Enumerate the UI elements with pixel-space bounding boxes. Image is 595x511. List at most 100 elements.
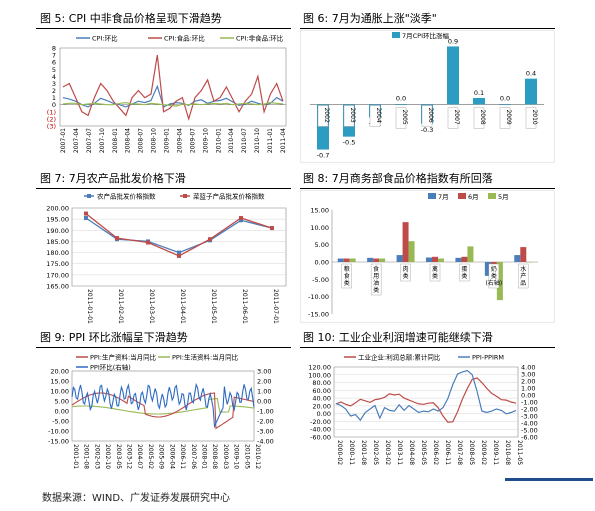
category-box <box>369 105 381 127</box>
title-rule <box>300 347 555 348</box>
x-tick-label: 2001-01 <box>72 444 79 469</box>
x-tick-label: 2008-10 <box>151 128 158 153</box>
bar <box>395 104 407 106</box>
y-tick-label-right: -1.00 <box>521 399 538 407</box>
data-point <box>270 226 274 231</box>
y-tick-label-right: 1.00 <box>521 385 535 393</box>
x-tick-label: 水 <box>520 265 526 273</box>
x-tick-label: 2004 <box>375 107 382 122</box>
x-tick-label: 蛋 <box>461 265 467 273</box>
x-tick-label: 肉 <box>403 265 409 273</box>
figure-6-title: 图 6: 7月为通胀上涨"淡季" <box>303 12 437 25</box>
x-tick-label: 2011-03-01 <box>148 289 155 324</box>
legend-label: CPI:环比 <box>92 34 118 43</box>
bar <box>402 222 409 262</box>
data-point <box>239 216 243 221</box>
data-label: 0.0 <box>500 94 510 102</box>
x-tick-label: 2011-05 <box>516 440 523 465</box>
y-tick-label-right: 2.00 <box>521 378 535 386</box>
legend-marker <box>87 194 91 198</box>
x-tick-label: 2008-01 <box>112 128 119 153</box>
bar <box>514 255 521 262</box>
y-tick-label-right: -5.00 <box>521 427 538 435</box>
title-rule <box>36 188 291 189</box>
x-tick-label: 2011-01-01 <box>86 289 93 324</box>
legend-label: 5月 <box>498 193 509 201</box>
x-tick-label: 2009-10 <box>233 444 240 469</box>
x-tick-label: 2001-08 <box>83 444 90 469</box>
legend-label: PPI:生产资料:当月同比 <box>90 353 157 362</box>
data-point <box>208 237 212 242</box>
bar <box>467 246 474 262</box>
y-tick-label: 7 <box>52 52 56 60</box>
x-tick-label: 2005-02 <box>147 444 154 469</box>
y-tick-label-right: -4.00 <box>257 438 274 446</box>
x-tick-label: 2003-12 <box>126 444 133 469</box>
bar <box>526 262 533 263</box>
x-tick-label: 2004-08 <box>408 440 415 465</box>
y-tick-label-right: -4.00 <box>521 420 538 428</box>
x-tick-label: 2011-05-01 <box>210 289 217 324</box>
x-tick-label: 2000-02 <box>336 440 343 465</box>
y-tick-label: 5.00 <box>315 241 329 249</box>
plot-area <box>59 47 287 127</box>
x-tick-label: 2010-12 <box>254 444 261 469</box>
x-tick-label: 2005-05 <box>420 440 427 465</box>
y-tick-label: -5.00 <box>312 276 329 284</box>
y-tick-label: 200.00 <box>46 205 69 213</box>
category-box <box>473 107 485 129</box>
y-tick-label: 2 <box>52 87 56 95</box>
legend-swatch <box>458 193 466 199</box>
title-rule <box>300 188 555 189</box>
bar <box>408 241 415 262</box>
data-label: 0.0 <box>396 94 406 102</box>
figure-10-title: 图 10: 工业企业利润增速可能继续下滑 <box>303 331 493 344</box>
x-tick-label: 食 <box>373 265 379 273</box>
legend-label: PPI:生活资料:当月同比 <box>172 353 239 362</box>
bar <box>396 255 403 262</box>
bar <box>520 247 527 262</box>
x-tick-label: 2008-04 <box>125 128 132 153</box>
bar <box>337 258 344 262</box>
title-rule <box>36 28 291 29</box>
bar <box>373 258 380 262</box>
x-tick-label: 2003-11 <box>396 440 403 465</box>
bar <box>447 46 459 105</box>
x-tick-label: 品 <box>520 280 526 287</box>
x-tick-label: 2009-11 <box>492 440 499 465</box>
figure-8-title: 图 8: 7月商务部食品价格指数有所回落 <box>303 172 493 185</box>
x-tick-label: 2006 <box>427 107 434 122</box>
category-box <box>459 263 470 282</box>
x-tick-label: 类 <box>403 272 409 280</box>
chart-frame <box>300 190 555 323</box>
x-tick-label: 类 <box>344 279 350 287</box>
bar <box>343 258 350 262</box>
category-box <box>341 263 352 289</box>
y-tick-label: 3 <box>52 80 56 88</box>
x-tick-label: 2003-05 <box>115 444 122 469</box>
x-tick-label: 奶 <box>491 265 497 273</box>
series-line <box>62 55 284 122</box>
legend-label: PPI环比(右轴) <box>90 363 131 372</box>
data-point <box>177 253 181 258</box>
y-tick-label-right: 0.00 <box>521 392 535 400</box>
x-tick-label: 2010-04 <box>228 128 235 153</box>
x-tick-label: 2009-02 <box>480 440 487 465</box>
x-tick-label: 2007-04 <box>73 128 80 153</box>
data-point <box>239 218 243 223</box>
figure-5-title: 图 5: CPI 中非食品价格呈现下滑趋势 <box>40 12 222 25</box>
data-point <box>177 250 181 255</box>
x-tick-label: 2008 <box>479 109 486 124</box>
y-tick-label: 0.00 <box>315 259 329 267</box>
x-tick-label: 2009-03 <box>222 444 229 469</box>
y-tick-label: -10.00 <box>48 428 69 436</box>
y-tick-label: 0.00 <box>55 408 69 416</box>
x-tick-label: 2006-02 <box>432 440 439 465</box>
y-tick-label-right: 0.00 <box>257 398 271 406</box>
series-line <box>85 213 273 257</box>
y-tick-label: 5.00 <box>55 398 69 406</box>
y-tick-label: 20.00 <box>50 368 69 376</box>
bar <box>367 257 374 262</box>
bar <box>461 256 468 262</box>
